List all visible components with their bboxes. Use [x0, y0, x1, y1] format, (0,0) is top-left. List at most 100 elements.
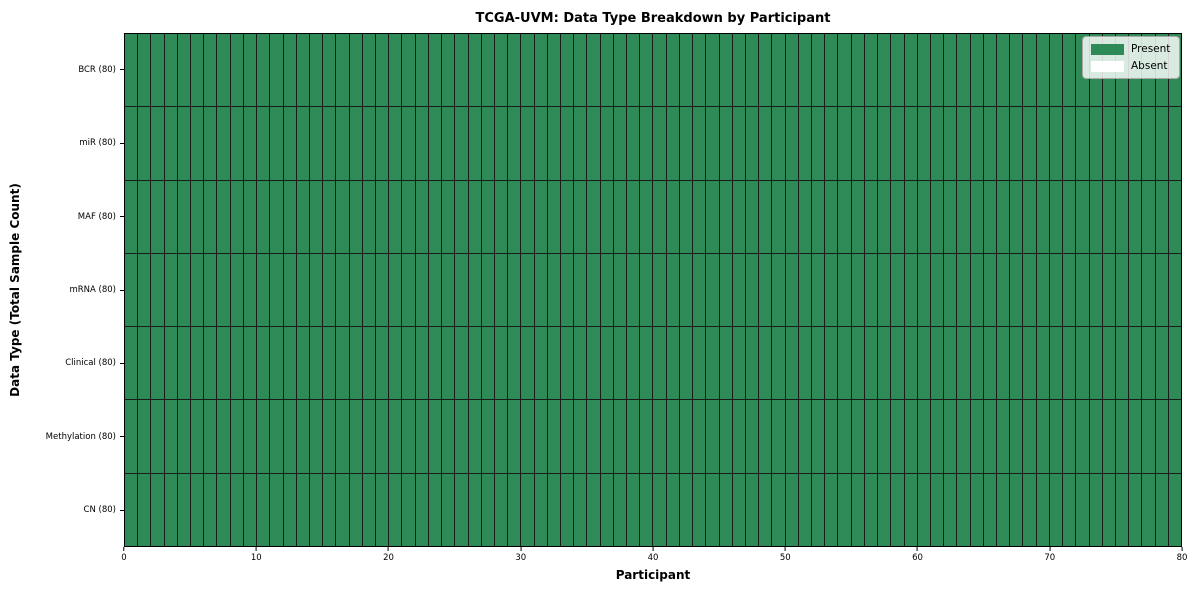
heatmap-cell [415, 107, 428, 180]
heatmap-cell [309, 473, 323, 546]
heatmap-cell [812, 34, 825, 107]
heatmap-cell [428, 473, 442, 546]
heatmap-cell [944, 34, 957, 107]
heatmap-cell [494, 34, 508, 107]
heatmap-cell [679, 253, 693, 327]
heatmap-cell [772, 327, 785, 400]
heatmap-cell [693, 107, 706, 180]
heatmap-cell [561, 253, 574, 327]
heatmap-cell [547, 34, 560, 107]
heatmap-cell [204, 327, 217, 400]
x-tick-mark [652, 547, 654, 551]
heatmap-cell [1010, 180, 1023, 253]
heatmap-cell [191, 34, 204, 107]
heatmap-cell [983, 180, 997, 253]
heatmap-cell [547, 180, 560, 253]
heatmap-cell [719, 107, 732, 180]
y-tick-label: Methylation (80) [46, 432, 124, 442]
heatmap-cell [957, 180, 970, 253]
heatmap-cell [930, 107, 944, 180]
heatmap-cell [415, 473, 428, 546]
heatmap-cell [970, 253, 983, 327]
heatmap-cell [838, 253, 851, 327]
heatmap-cell [151, 400, 164, 473]
heatmap-cell [230, 400, 243, 473]
heatmap-cell [732, 34, 745, 107]
heatmap-cell [772, 34, 785, 107]
heatmap-cell [1076, 473, 1089, 546]
heatmap-cell [732, 253, 745, 327]
heatmap-cell [640, 400, 653, 473]
heatmap-cell [798, 34, 812, 107]
heatmap-cell [1168, 253, 1181, 327]
heatmap-cell [613, 34, 627, 107]
heatmap-cell [481, 34, 494, 107]
heatmap-cell [1089, 253, 1102, 327]
heatmap-cell [217, 107, 230, 180]
heatmap-cell [983, 107, 997, 180]
heatmap-cell [693, 473, 706, 546]
heatmap-cell [442, 473, 455, 546]
heatmap-cell [455, 400, 468, 473]
heatmap-cell [349, 253, 362, 327]
heatmap-cell [230, 180, 243, 253]
heatmap-cell [706, 327, 719, 400]
heatmap-cell [534, 253, 547, 327]
heatmap-cell [1129, 327, 1142, 400]
heatmap-cell [878, 473, 891, 546]
heatmap-cell [1063, 253, 1076, 327]
heatmap-cell [547, 107, 560, 180]
heatmap-cell [640, 473, 653, 546]
heatmap-cell [442, 34, 455, 107]
heatmap-cell [243, 107, 257, 180]
heatmap-cell [1010, 34, 1023, 107]
y-tick-label: BCR (80) [78, 65, 124, 75]
heatmap-cell [851, 327, 864, 400]
heatmap-cell [164, 107, 177, 180]
heatmap-cell [838, 327, 851, 400]
heatmap-cell [191, 400, 204, 473]
heatmap-cell [468, 400, 481, 473]
heatmap-cell [904, 253, 917, 327]
heatmap-cell [1129, 180, 1142, 253]
x-axis-label: Participant [615, 568, 691, 582]
heatmap-cell [825, 473, 838, 546]
heatmap-cell [1063, 400, 1076, 473]
heatmap-cell [468, 327, 481, 400]
x-tick-mark [520, 547, 522, 551]
heatmap-cell [481, 107, 494, 180]
heatmap-cell [191, 327, 204, 400]
heatmap-cell [547, 327, 560, 400]
heatmap-cell [389, 107, 402, 180]
heatmap-cell [653, 327, 666, 400]
heatmap-cell [719, 473, 732, 546]
heatmap-cell [1089, 180, 1102, 253]
heatmap-cell [151, 473, 164, 546]
heatmap-cell [362, 327, 376, 400]
heatmap-cell [666, 473, 679, 546]
heatmap-cell [296, 107, 309, 180]
heatmap-cell [217, 327, 230, 400]
heatmap-cell [745, 253, 759, 327]
heatmap-cell [1036, 473, 1049, 546]
heatmap-cell [732, 180, 745, 253]
heatmap-cell [732, 327, 745, 400]
heatmap-cell [587, 327, 600, 400]
heatmap-cell [1023, 473, 1036, 546]
heatmap-cell [693, 180, 706, 253]
heatmap-cell [455, 327, 468, 400]
heatmap-cell [349, 107, 362, 180]
heatmap-cell [812, 327, 825, 400]
heatmap-cell [864, 34, 878, 107]
heatmap-cell [1115, 473, 1129, 546]
heatmap-cell [812, 107, 825, 180]
heatmap-cell [1155, 400, 1168, 473]
heatmap-cell [1049, 473, 1063, 546]
heatmap-cell [468, 107, 481, 180]
heatmap-cell [1023, 107, 1036, 180]
y-tick-mark [120, 216, 124, 218]
heatmap-cell [177, 400, 191, 473]
x-tick-mark [784, 547, 786, 551]
heatmap-cell [1036, 34, 1049, 107]
heatmap-cell [508, 400, 521, 473]
